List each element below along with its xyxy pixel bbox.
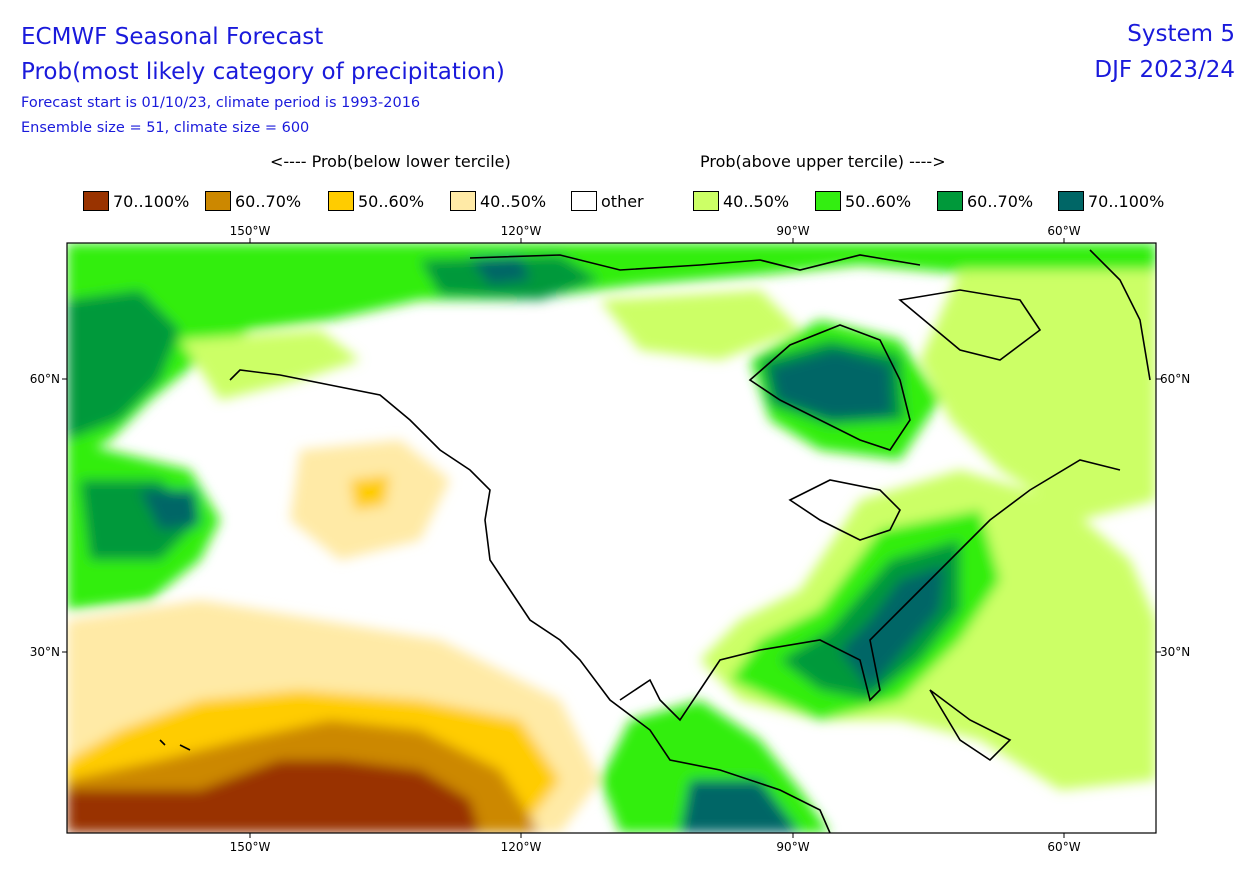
legend-swatch — [450, 191, 476, 211]
legend-item-below-70-100: 70..100% — [83, 190, 189, 212]
bottom-lon-label: 90°W — [776, 840, 809, 854]
bottom-lon-label: 120°W — [501, 840, 542, 854]
bottom-lon-label: 150°W — [230, 840, 271, 854]
legend-label: 60..70% — [235, 191, 302, 211]
legend-item-below-40-50: 40..50% — [450, 190, 546, 212]
left-lat-label: 60°N — [30, 372, 60, 386]
probability-field — [67, 243, 1156, 833]
right-lat-label: 60°N — [1160, 372, 1190, 386]
legend-swatch — [1058, 191, 1084, 211]
legend-swatch — [815, 191, 841, 211]
right-lat-label: 30°N — [1160, 645, 1190, 659]
ensemble-size-info: Ensemble size = 51, climate size = 600 — [21, 120, 310, 136]
legend-item-above-70-100: 70..100% — [1058, 190, 1164, 212]
legend-item-below-60-70: 60..70% — [205, 190, 301, 212]
legend-item-below-50-60: 50..60% — [328, 190, 424, 212]
legend-label: 50..60% — [358, 191, 425, 211]
legend-swatch — [83, 191, 109, 211]
legend-item-above-50-60: 50..60% — [815, 190, 911, 212]
legend-label: 70..100% — [1088, 191, 1165, 211]
legend-label: other — [601, 191, 644, 211]
bottom-lon-label: 60°W — [1047, 840, 1080, 854]
axis-ticks — [62, 238, 1161, 838]
legend-swatch — [571, 191, 597, 211]
legend-swatch — [937, 191, 963, 211]
top-lon-label: 60°W — [1047, 224, 1080, 238]
legend-above-tercile-label: Prob(above upper tercile) ----> — [700, 152, 946, 171]
map-title: ECMWF Seasonal Forecast — [21, 24, 324, 50]
legend-label: 60..70% — [967, 191, 1034, 211]
legend-below-tercile-label: <---- Prob(below lower tercile) — [270, 152, 511, 171]
legend-swatch — [693, 191, 719, 211]
legend-label: 70..100% — [113, 191, 190, 211]
top-lon-label: 120°W — [501, 224, 542, 238]
legend-label: 40..50% — [723, 191, 790, 211]
top-lon-label: 150°W — [230, 224, 271, 238]
legend-swatch — [328, 191, 354, 211]
legend-label: 40..50% — [480, 191, 547, 211]
system-label: System 5 — [1127, 21, 1235, 47]
map-subtitle: Prob(most likely category of precipitati… — [21, 59, 505, 85]
top-lon-label: 90°W — [776, 224, 809, 238]
coastlines — [159, 249, 1151, 833]
left-lat-label: 30°N — [30, 645, 60, 659]
legend-swatch — [205, 191, 231, 211]
season-label: DJF 2023/24 — [1094, 57, 1235, 83]
map-frame — [66, 242, 1157, 834]
legend-item-above-60-70: 60..70% — [937, 190, 1033, 212]
legend-item-above-40-50: 40..50% — [693, 190, 789, 212]
legend-item-other: other — [571, 190, 644, 212]
forecast-start-info: Forecast start is 01/10/23, climate peri… — [21, 95, 421, 111]
legend-label: 50..60% — [845, 191, 912, 211]
